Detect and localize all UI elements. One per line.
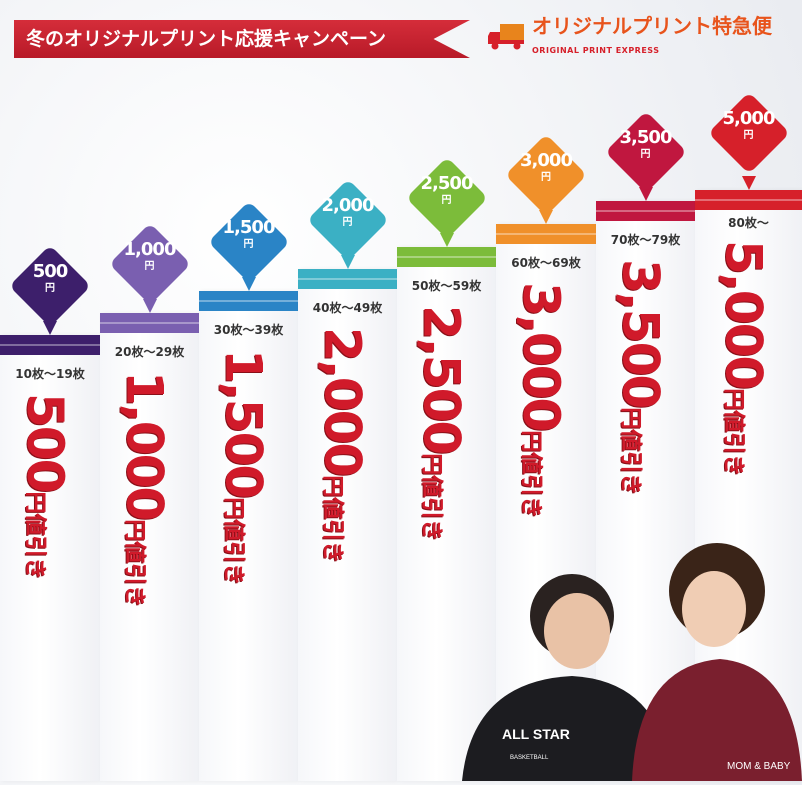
tier-discount: 1,000円値引き [115,371,174,608]
tier-range: 60枚～69枚 [511,256,581,270]
campaign-ribbon: 冬のオリジナルプリント応援キャンペーン [14,20,470,58]
tier-bar [695,190,802,210]
tier-range: 10枚～19枚 [15,367,85,381]
tier-pin [142,299,157,313]
tier-pin [539,210,553,224]
tier-discount: 500円値引き [16,393,74,580]
tier-badge-text: 5,000 円 [722,108,776,141]
hoodie-left-text: ALL STAR [502,726,570,742]
tier-discount: 5,000円値引き [714,240,773,477]
hoodie-left-subtext: BASKETBALL [510,755,549,761]
tier-bar [496,224,596,244]
tier-badge-text: 3,000 円 [520,150,573,183]
tier-pin [741,176,756,190]
brand-logo: オリジナルプリント特急便 ORIGINAL PRINT EXPRESS [488,14,798,58]
tier-bar [397,247,496,267]
tier-column: 2,000 円 40枚～49枚 2,000円値引き [298,178,397,781]
hoodie-right-text: MOM & BABY [727,761,791,772]
tier-range: 40枚～49枚 [312,301,383,315]
tier-bar [199,291,298,311]
tier-column: 500 円 10枚～19枚 500円値引き [0,244,100,781]
tier-badge-text: 3,500 円 [619,127,673,160]
tier-badge-text: 2,500 円 [420,173,474,206]
tier-pin [43,321,57,335]
tier-column: 3,500 円 70枚～79枚 3,500円値引き [596,110,695,781]
tier-bar [100,313,199,333]
tier-range: 50枚～59枚 [411,279,482,293]
tier-range: 80枚～ [728,216,769,230]
tier-discount: 3,500円値引き [611,259,670,496]
tier-discount: 2,000円値引き [313,327,372,564]
campaign-title: 冬のオリジナルプリント応援キャンペーン [26,28,387,50]
tier-range: 20枚～29枚 [114,345,185,359]
tier-column: 2,500 円 50枚～59枚 2,500円値引き [397,156,496,781]
models-photo: ALL STAR BASKETBALL MOM & BABY [452,541,802,781]
tier-pin [241,277,256,291]
truck-icon [488,24,524,50]
tier-pin [439,233,454,247]
tier-column: 1,500 円 30枚～39枚 1,500円値引き [199,200,298,781]
tier-pin [340,255,355,269]
tier-pin [638,187,653,201]
tier-range: 30枚～39枚 [213,323,284,337]
logo-subtext: ORIGINAL PRINT EXPRESS [532,46,660,55]
tier-badge-text: 500 円 [32,261,69,294]
tier-discount: 2,500円値引き [412,305,471,542]
tier-badge-text: 2,000 円 [321,195,375,228]
tier-column: 1,000 円 20枚～29枚 1,000円値引き [100,222,199,781]
logo-text: オリジナルプリント特急便 [532,14,772,38]
tier-bar [298,269,397,289]
tier-discount: 1,500円値引き [214,349,273,586]
tier-discount: 3,000円値引き [512,282,570,519]
tier-badge-text: 1,500 円 [222,217,276,250]
tier-range: 70枚～79枚 [610,233,681,247]
tier-bar [0,335,100,355]
tier-bar [596,201,695,221]
tier-badge-text: 1,000 円 [123,239,177,272]
